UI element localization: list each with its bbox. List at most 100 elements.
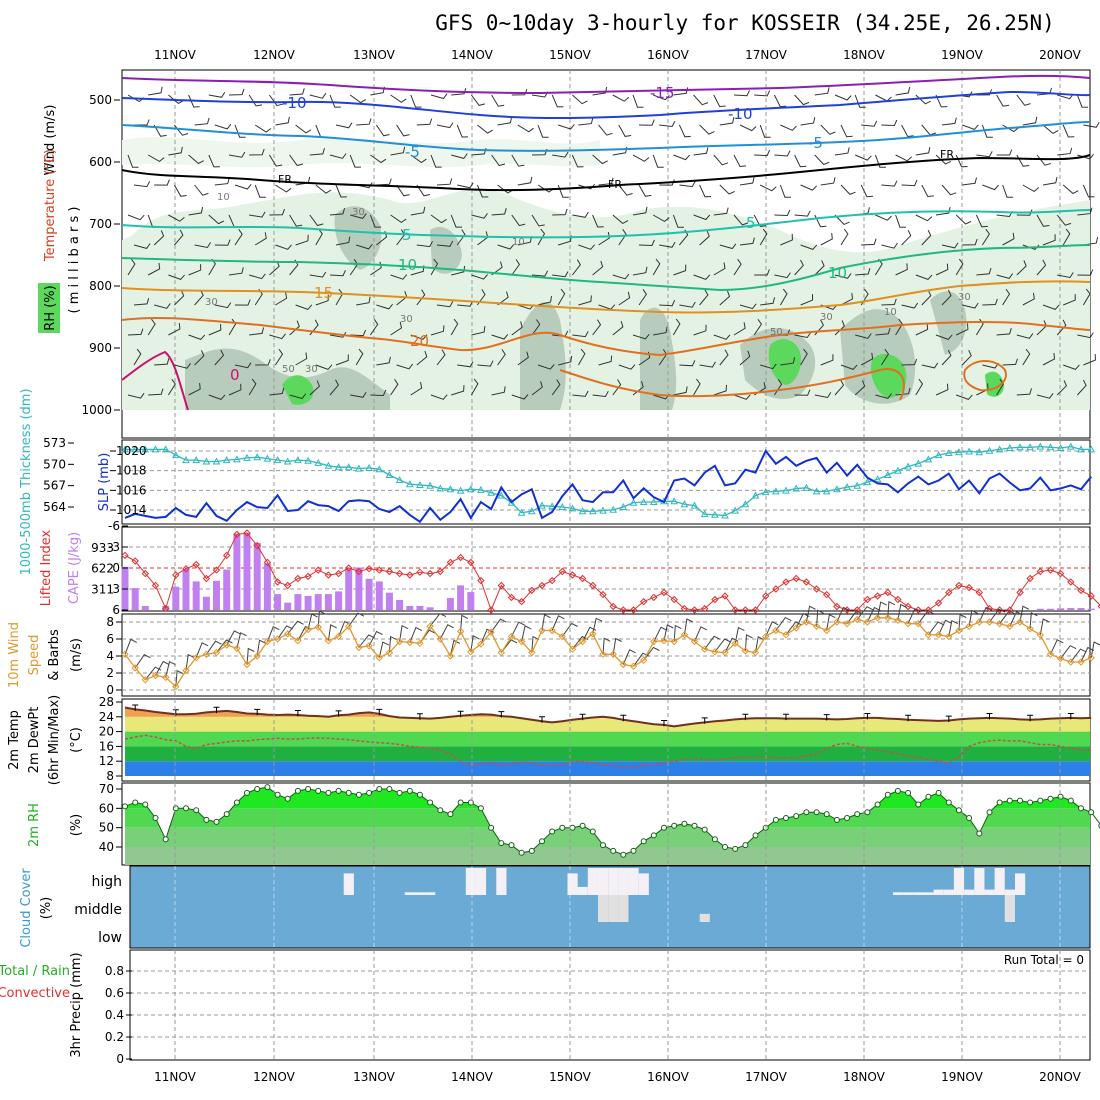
- wind-barb: [915, 146, 931, 156]
- wind-barb: [941, 117, 957, 126]
- wind-barb: [350, 213, 367, 219]
- wind-barb: [269, 387, 285, 396]
- rh-point: [661, 824, 667, 831]
- rh-area-50: [768, 339, 801, 385]
- wind-barb: [249, 327, 265, 336]
- wind-barb: [456, 229, 466, 246]
- rh-label: 30: [305, 364, 318, 375]
- wind-barb: [760, 297, 775, 306]
- cape-bar: [314, 594, 322, 610]
- cape-bar: [406, 606, 414, 610]
- wind-barb: [632, 154, 650, 162]
- wind-barb: [329, 153, 347, 159]
- rh-area-30: [334, 206, 382, 270]
- wind-barb: [531, 381, 543, 396]
- tick-label: 800: [89, 279, 112, 293]
- tick-label: 20: [99, 725, 114, 739]
- wind-barb: [376, 356, 391, 366]
- surface-wind-barb: [409, 626, 423, 643]
- ylabel-wind-line1: 10m Wind: [7, 622, 22, 688]
- wind-barb: [941, 242, 959, 249]
- surface-wind-barb: [1080, 646, 1095, 663]
- rh-point: [996, 799, 1003, 806]
- wind-barb: [1016, 388, 1032, 396]
- wind-speed-point: [995, 619, 1004, 628]
- ylabel-temp-line3: (6hr Min/Max): [47, 695, 62, 785]
- rh-point: [488, 824, 495, 831]
- wind-barb: [612, 379, 622, 396]
- thickness-point: [802, 483, 811, 491]
- surface-wind-barb: [327, 624, 337, 641]
- wind-speed-point: [365, 642, 373, 650]
- wind-barb: [1056, 380, 1067, 396]
- surface-wind-barb: [714, 638, 731, 653]
- wind-speed-point: [467, 648, 475, 656]
- panel-frame: [121, 526, 1091, 612]
- contour-label: 10: [828, 264, 847, 282]
- li-point: [273, 578, 282, 586]
- wind-barb: [612, 273, 630, 280]
- wind-barb: [390, 321, 403, 336]
- li-point: [263, 558, 272, 567]
- surface-wind-barb: [1029, 612, 1038, 629]
- surface-wind-barb: [643, 646, 660, 661]
- thickness-point: [263, 454, 272, 462]
- wind-speed-point: [589, 630, 597, 638]
- dewpt-line: [124, 734, 1092, 768]
- li-point: [609, 602, 617, 611]
- wind-speed-point: [639, 656, 648, 665]
- wind-barb: [901, 179, 918, 187]
- li-point: [975, 588, 984, 597]
- thickness-point: [914, 459, 923, 467]
- rh-point: [864, 809, 871, 816]
- cloud-cell: [892, 892, 904, 895]
- wind-speed-point: [700, 645, 709, 653]
- tick-label: 12: [99, 754, 114, 768]
- wind-speed-point: [1046, 650, 1055, 659]
- li-point: [711, 595, 719, 604]
- ylabel-slp: SLP (mb): [97, 453, 112, 512]
- rh-point: [376, 786, 383, 792]
- wind-barb: [148, 388, 164, 396]
- wind-barb: [390, 379, 399, 396]
- rh-point: [213, 818, 220, 825]
- wind-speed-point: [172, 682, 180, 691]
- wind-speed-point: [873, 614, 882, 622]
- li-point: [365, 564, 373, 573]
- wind-barb: [517, 124, 534, 133]
- thickness-point: [975, 448, 984, 456]
- rh-point: [203, 816, 210, 823]
- thickness-point: [761, 488, 770, 496]
- wind-barb: [996, 378, 1005, 396]
- rh-point: [1057, 793, 1064, 800]
- wind-barb: [935, 94, 948, 108]
- thickness-point: [924, 455, 933, 463]
- contour-label: 15: [314, 284, 333, 302]
- tick-label: 0: [112, 561, 120, 575]
- cape-tick-label: 933: [91, 541, 114, 555]
- wind-barb: [699, 289, 709, 306]
- cloud-cell: [465, 868, 476, 895]
- wind-barb: [955, 323, 969, 336]
- wind-barb: [632, 333, 650, 340]
- wind-barb: [289, 393, 307, 400]
- cape-bar: [274, 594, 282, 610]
- rh-shading: [122, 137, 1090, 410]
- li-point: [538, 581, 546, 590]
- wind-barb: [558, 355, 573, 366]
- li-point: [517, 597, 526, 606]
- li-point: [568, 571, 577, 579]
- wind-barb: [956, 394, 973, 400]
- rh-point: [498, 840, 505, 847]
- cloud-marks: [174, 866, 1061, 948]
- wind-barb: [315, 228, 323, 246]
- li-point: [283, 581, 292, 590]
- wind-speed-point: [344, 622, 353, 631]
- date-label-bottom: 20NOV: [1039, 1070, 1081, 1084]
- wind-speed-point: [263, 637, 272, 646]
- surface-wind-barb: [968, 609, 979, 627]
- contour-magenta: [121, 350, 189, 411]
- cloud-cell: [1004, 889, 1015, 895]
- wind-barb: [820, 354, 834, 366]
- wind-speed-point: [375, 653, 384, 662]
